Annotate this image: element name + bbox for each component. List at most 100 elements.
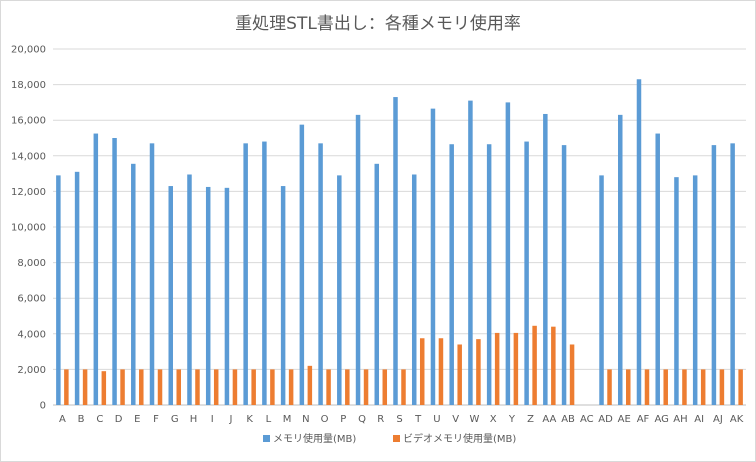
bar-memory	[149, 143, 155, 405]
y-tick-label: 4,000	[17, 329, 46, 340]
bar-video-memory	[139, 369, 144, 405]
bar-video-memory	[345, 369, 350, 405]
bar-memory	[337, 175, 342, 405]
x-tick-label: P	[340, 414, 346, 425]
bar-video-memory	[326, 369, 331, 405]
bar-video-memory	[607, 369, 612, 405]
x-tick-label: G	[171, 414, 179, 425]
x-tick-label: F	[153, 414, 159, 425]
x-tick-label: AF	[637, 414, 650, 425]
bar-video-memory	[494, 332, 500, 405]
x-tick-label: E	[134, 414, 140, 425]
bar-memory	[374, 163, 380, 405]
x-tick-label: K	[246, 414, 253, 425]
bar-video-memory	[307, 365, 313, 405]
x-tick-label: AE	[618, 414, 631, 425]
y-tick-label: 20,000	[11, 45, 46, 56]
x-tick-label: AH	[673, 414, 687, 425]
bar-memory	[93, 133, 99, 406]
bar-video-memory	[700, 369, 706, 405]
y-tick-label: 18,000	[11, 80, 46, 91]
bar-video-memory	[232, 369, 238, 405]
x-tick-label: W	[469, 414, 479, 425]
legend: メモリ使用量(MB) ビデオメモリ使用量(MB)	[263, 432, 516, 445]
bar-memory	[224, 187, 230, 405]
x-tick-label: H	[190, 414, 198, 425]
bar-memory	[543, 113, 548, 405]
bar-video-memory	[682, 369, 687, 405]
bar-video-memory	[213, 369, 219, 405]
legend-label-memory: メモリ使用量(MB)	[273, 432, 356, 445]
x-tick-label: Q	[358, 414, 366, 425]
bar-memory	[449, 144, 454, 406]
bar-memory	[280, 186, 286, 405]
x-tick-label: C	[96, 414, 103, 425]
bar-memory	[393, 97, 398, 405]
legend-swatch-memory	[263, 435, 270, 442]
bar-memory	[524, 141, 529, 405]
x-tick-label: AK	[730, 414, 744, 425]
bar-memory	[299, 124, 305, 406]
x-tick-label: O	[321, 414, 329, 425]
bar-video-memory	[644, 369, 650, 405]
x-tick-label: AI	[694, 414, 704, 425]
bar-video-memory	[64, 369, 69, 405]
bar-memory	[243, 143, 248, 405]
bar-memory	[74, 171, 80, 405]
bar-video-memory	[551, 326, 556, 405]
bar-memory	[205, 186, 211, 405]
y-axis-ticks: 0 2,000 4,000 6,000 8,000 10,000 12,000 14,000 1…	[11, 45, 46, 412]
bar-memory	[411, 174, 417, 405]
bar-video-memory	[270, 369, 275, 405]
bar-video-memory	[569, 344, 575, 405]
bar-memory	[655, 133, 660, 406]
x-tick-label: U	[433, 414, 440, 425]
bar-memory	[131, 163, 136, 405]
bar-video-memory	[82, 369, 88, 405]
bar-video-memory	[195, 369, 200, 405]
bar-memory	[674, 177, 679, 405]
bar-memory	[711, 145, 717, 405]
x-tick-label: M	[283, 414, 292, 425]
x-tick-label: N	[302, 414, 309, 425]
bar-video-memory	[457, 344, 462, 405]
x-tick-label: I	[211, 414, 214, 425]
x-tick-label: D	[115, 414, 123, 425]
bar-memory	[318, 143, 323, 405]
x-tick-label: AC	[580, 414, 594, 425]
y-tick-label: 10,000	[11, 223, 46, 234]
bar-video-memory	[738, 369, 743, 405]
bar-video-memory	[363, 369, 369, 405]
bar-memory	[505, 102, 511, 406]
x-tick-label: AB	[561, 414, 575, 425]
x-tick-label: S	[396, 414, 402, 425]
bar-video-memory	[120, 369, 125, 405]
x-tick-label: B	[78, 414, 85, 425]
y-tick-label: 2,000	[17, 365, 46, 376]
y-tick-label: 6,000	[17, 294, 46, 305]
bar-memory	[618, 114, 623, 406]
x-tick-label: J	[228, 414, 232, 425]
bar-video-memory	[401, 369, 406, 405]
y-tick-label: 8,000	[17, 258, 46, 269]
x-tick-label: Y	[508, 414, 516, 425]
bar-memory	[636, 79, 642, 405]
bar-video-memory	[626, 369, 631, 405]
bar-memory	[430, 108, 436, 405]
bar-memory	[56, 175, 61, 405]
bars	[56, 79, 743, 406]
bar-video-memory	[532, 325, 537, 405]
x-tick-label: L	[266, 414, 272, 425]
bar-video-memory	[476, 339, 481, 405]
bar-memory	[486, 144, 492, 406]
y-tick-label: 0	[40, 401, 46, 412]
bar-memory	[262, 141, 267, 405]
y-tick-label: 14,000	[11, 151, 46, 162]
bar-video-memory	[251, 369, 256, 405]
bar-memory	[561, 145, 567, 405]
bar-memory	[730, 143, 735, 405]
x-tick-label: AJ	[713, 414, 723, 425]
bar-video-memory	[419, 338, 425, 405]
